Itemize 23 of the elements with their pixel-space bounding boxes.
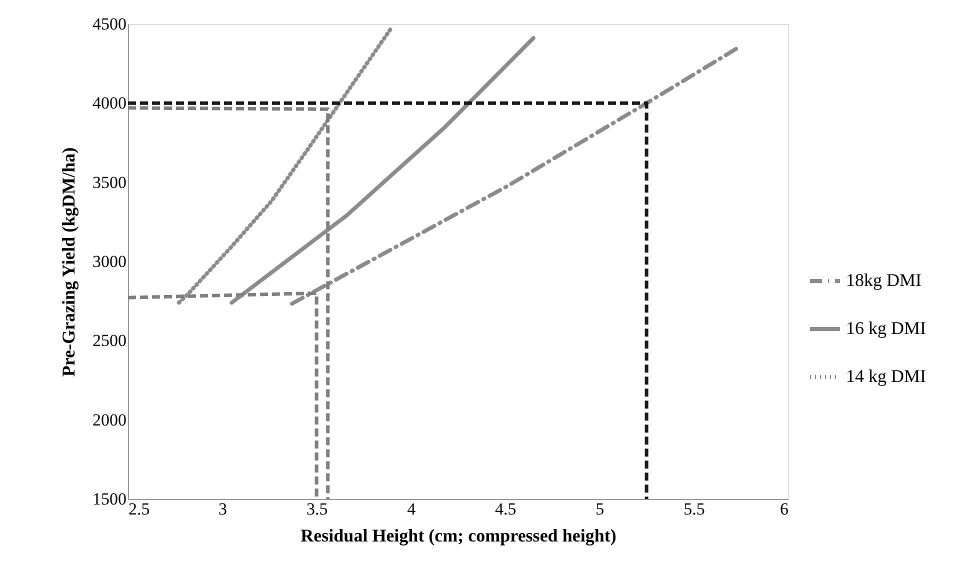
y-axis-title: Pre-Grazing Yield (kgDM/ha) [58, 147, 78, 377]
x-tick-label: 5.5 [684, 500, 705, 518]
y-tick-label: 3500 [92, 172, 126, 192]
y-tick-label: 2000 [92, 410, 126, 430]
x-tick-label: 4.5 [495, 500, 516, 518]
line-series [290, 45, 741, 306]
legend-label: 18kg DMI [846, 270, 922, 290]
y-tick-label: 4000 [92, 94, 126, 113]
line-series [230, 36, 536, 305]
x-tick-label: 3 [218, 500, 228, 518]
line-series [176, 25, 394, 305]
x-tick-label: 4 [407, 500, 416, 518]
y-tick-label: 1500 [92, 490, 126, 508]
y-tick-label: 4500 [92, 14, 126, 34]
x-tick-label: 2.5 [128, 500, 150, 518]
y-tick-label: 2500 [92, 331, 126, 350]
x-tick-label: 3.5 [306, 500, 328, 518]
x-tick-label: 5 [596, 500, 604, 518]
legend-label: 14 kg DMI [846, 366, 926, 386]
x-axis-title: Residual Height (cm; compressed height) [300, 526, 616, 546]
legend-label: 16 kg DMI [846, 318, 926, 338]
y-tick-label: 3000 [92, 252, 126, 271]
x-tick-label: 6 [780, 500, 788, 518]
